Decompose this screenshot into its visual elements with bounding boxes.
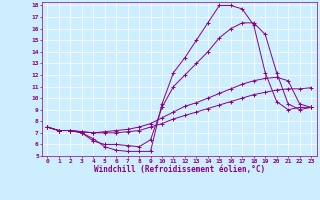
X-axis label: Windchill (Refroidissement éolien,°C): Windchill (Refroidissement éolien,°C) bbox=[94, 165, 265, 174]
